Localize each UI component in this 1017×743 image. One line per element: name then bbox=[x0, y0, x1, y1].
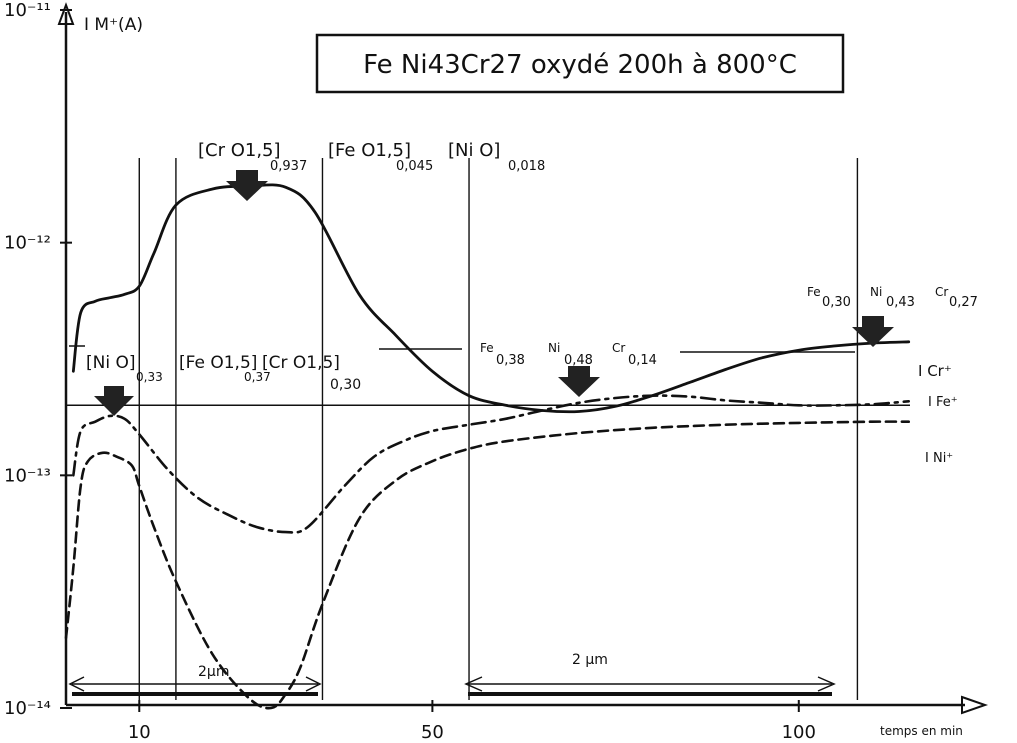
svg-text:0,14: 0,14 bbox=[628, 353, 657, 368]
depth-bracket-left: 2µm bbox=[68, 664, 322, 696]
svg-text:0,27: 0,27 bbox=[949, 295, 978, 310]
annot-cro15-lower: [Cr O1,5] bbox=[262, 353, 340, 373]
svg-text:0,48: 0,48 bbox=[564, 353, 593, 368]
svg-text:Cr: Cr bbox=[612, 341, 625, 355]
svg-text:0,43: 0,43 bbox=[886, 295, 915, 310]
composition-brackets bbox=[69, 345, 855, 353]
axes bbox=[57, 2, 989, 715]
y-axis-arrow-icon bbox=[57, 2, 75, 25]
lower-annotations: [Ni O] 0,33 [Fe O1,5] 0,37 [Cr O1,5] 0,3… bbox=[86, 353, 361, 393]
annot-cro15-upper-sub: 0,937 bbox=[270, 159, 307, 174]
series-label-cr: I Cr⁺ bbox=[918, 362, 952, 380]
annot-cro15-lower-sub: 0,30 bbox=[330, 377, 361, 393]
down-arrows bbox=[94, 170, 894, 416]
chart-title: Fe Ni43Cr27 oxydé 200h à 800°C bbox=[363, 50, 797, 80]
series-labels: I Cr⁺ I Fe⁺ I Ni⁺ bbox=[918, 362, 958, 466]
depth-brackets: 2µm 2 µm bbox=[68, 652, 836, 696]
series-line-1 bbox=[72, 394, 910, 534]
depth-label-left: 2µm bbox=[198, 664, 229, 680]
title-box: Fe Ni43Cr27 oxydé 200h à 800°C bbox=[315, 33, 845, 94]
series-line-2 bbox=[64, 420, 910, 710]
y-tick-label-1: 10⁻¹³ bbox=[4, 465, 51, 486]
svg-text:Ni: Ni bbox=[548, 341, 560, 355]
down-arrow-icon bbox=[226, 170, 268, 201]
annot-nio-upper-sub: 0,018 bbox=[508, 159, 545, 174]
x-axis-label: temps en min bbox=[880, 724, 963, 738]
down-arrow-icon bbox=[852, 316, 894, 347]
upper-annotations: [Cr O1,5] 0,937 [Fe O1,5] 0,045 [Ni O] 0… bbox=[198, 140, 545, 174]
annot-nio-upper: [Ni O] bbox=[448, 140, 500, 161]
x-tick-label-0: 10 bbox=[128, 722, 151, 743]
mid-composition: Fe 0,38 Ni 0,48 Cr 0,14 bbox=[480, 341, 657, 368]
down-arrow-icon bbox=[558, 366, 600, 397]
svg-text:0,38: 0,38 bbox=[496, 353, 525, 368]
depth-bracket-right: 2 µm bbox=[464, 652, 836, 696]
y-tick-label-3: 10⁻¹¹ bbox=[4, 0, 51, 21]
annot-nio-lower: [Ni O] bbox=[86, 353, 136, 373]
svg-text:Ni: Ni bbox=[870, 285, 882, 299]
x-tick-label-2: 100 bbox=[782, 722, 816, 743]
series-layer bbox=[64, 183, 911, 710]
series-line-0 bbox=[71, 183, 911, 414]
annot-nio-lower-sub: 0,33 bbox=[136, 370, 163, 384]
svg-text:Fe: Fe bbox=[807, 285, 821, 299]
series-label-fe: I Fe⁺ bbox=[928, 395, 958, 410]
annot-feo15-lower: [Fe O1,5] bbox=[179, 353, 257, 373]
x-tick-label-1: 50 bbox=[421, 722, 444, 743]
depth-label-right: 2 µm bbox=[572, 652, 608, 668]
vertical-markers bbox=[138, 158, 859, 700]
annot-feo15-lower-sub: 0,37 bbox=[244, 370, 271, 384]
y-tick-label-2: 10⁻¹² bbox=[4, 233, 51, 254]
x-axis-arrow-icon bbox=[961, 695, 989, 715]
y-ticks: 10⁻¹⁴ 10⁻¹³ 10⁻¹² 10⁻¹¹ bbox=[4, 0, 72, 719]
y-axis-label: I M⁺(A) bbox=[84, 15, 143, 35]
svg-text:Fe: Fe bbox=[480, 341, 494, 355]
down-arrow-icon bbox=[94, 386, 134, 416]
x-ticks: 10 50 100 bbox=[128, 700, 816, 743]
y-tick-label-0: 10⁻¹⁴ bbox=[4, 698, 51, 719]
svg-text:0,30: 0,30 bbox=[822, 295, 851, 310]
series-label-ni: I Ni⁺ bbox=[925, 451, 953, 466]
annot-feo15-upper-sub: 0,045 bbox=[396, 159, 433, 174]
right-composition: Fe 0,30 Ni 0,43 Cr 0,27 bbox=[807, 285, 978, 310]
annot-feo15-upper: [Fe O1,5] bbox=[328, 140, 411, 161]
svg-text:Cr: Cr bbox=[935, 285, 948, 299]
annot-cro15-upper: [Cr O1,5] bbox=[198, 140, 281, 161]
